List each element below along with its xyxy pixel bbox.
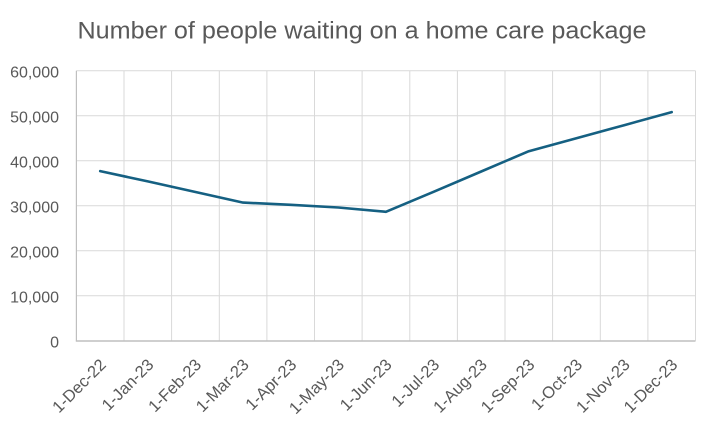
svg-text:Number of people waiting on a: Number of people waiting on a home care …: [78, 18, 647, 45]
svg-text:50,000: 50,000: [10, 109, 59, 126]
svg-text:60,000: 60,000: [10, 64, 59, 81]
svg-text:0: 0: [50, 334, 59, 351]
svg-text:40,000: 40,000: [10, 154, 59, 171]
svg-text:20,000: 20,000: [10, 244, 59, 261]
svg-text:10,000: 10,000: [10, 289, 59, 306]
svg-text:30,000: 30,000: [10, 199, 59, 216]
